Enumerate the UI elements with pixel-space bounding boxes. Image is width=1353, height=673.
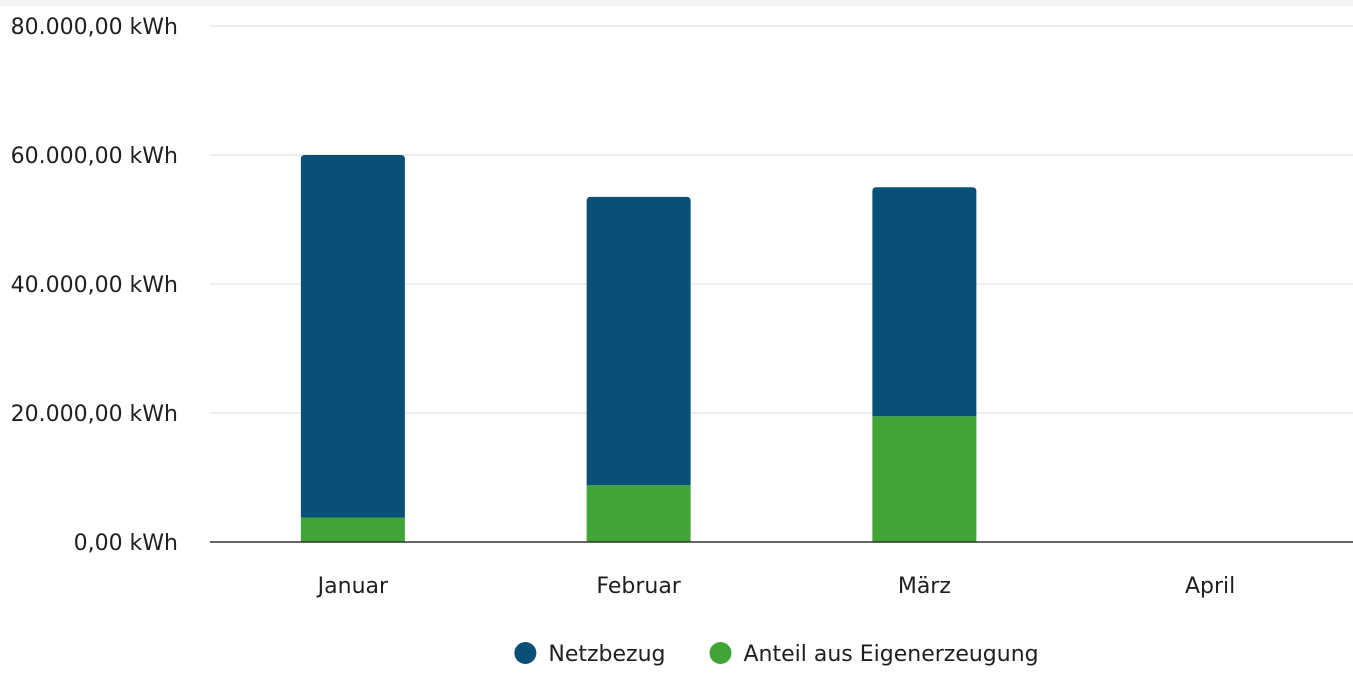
bar-anteil-aus-eigenerzeugung-februar[interactable] [586,485,691,542]
legend-label: Anteil aus Eigenerzeugung [743,642,1038,667]
y-tick-label: 60.000,00 kWh [11,144,178,169]
x-category-label: Februar [596,574,681,599]
legend-item-anteil-aus-eigenerzeugung[interactable]: Anteil aus Eigenerzeugung [709,642,1039,667]
x-axis-categories: Januar Februar März April [316,574,1236,599]
y-tick-label: 0,00 kWh [74,531,178,556]
bar-anteil-aus-eigenerzeugung-januar[interactable] [300,517,405,542]
top-strip [0,0,1353,6]
bar-netzbezug-februar[interactable] [586,196,691,486]
legend-marker [514,642,537,664]
bar-netzbezug-januar[interactable] [300,155,405,518]
legend-marker [709,642,732,664]
legend-label: Netzbezug [548,642,665,667]
bar-anteil-aus-eigenerzeugung-m-rz[interactable] [872,416,977,542]
x-category-label: März [898,574,951,599]
y-tick-label: 80.000,00 kWh [11,15,178,40]
legend: Netzbezug Anteil aus Eigenerzeugung [514,642,1039,667]
legend-item-netzbezug[interactable]: Netzbezug [514,642,665,667]
y-tick-label: 40.000,00 kWh [11,273,178,298]
bars [300,155,977,542]
y-tick-label: 20.000,00 kWh [11,402,178,427]
y-axis-ticks: 0,00 kWh 20.000,00 kWh 40.000,00 kWh 60.000… [11,15,178,556]
bar-netzbezug-m-rz[interactable] [872,187,977,417]
x-category-label: April [1185,574,1235,599]
x-category-label: Januar [316,574,389,599]
